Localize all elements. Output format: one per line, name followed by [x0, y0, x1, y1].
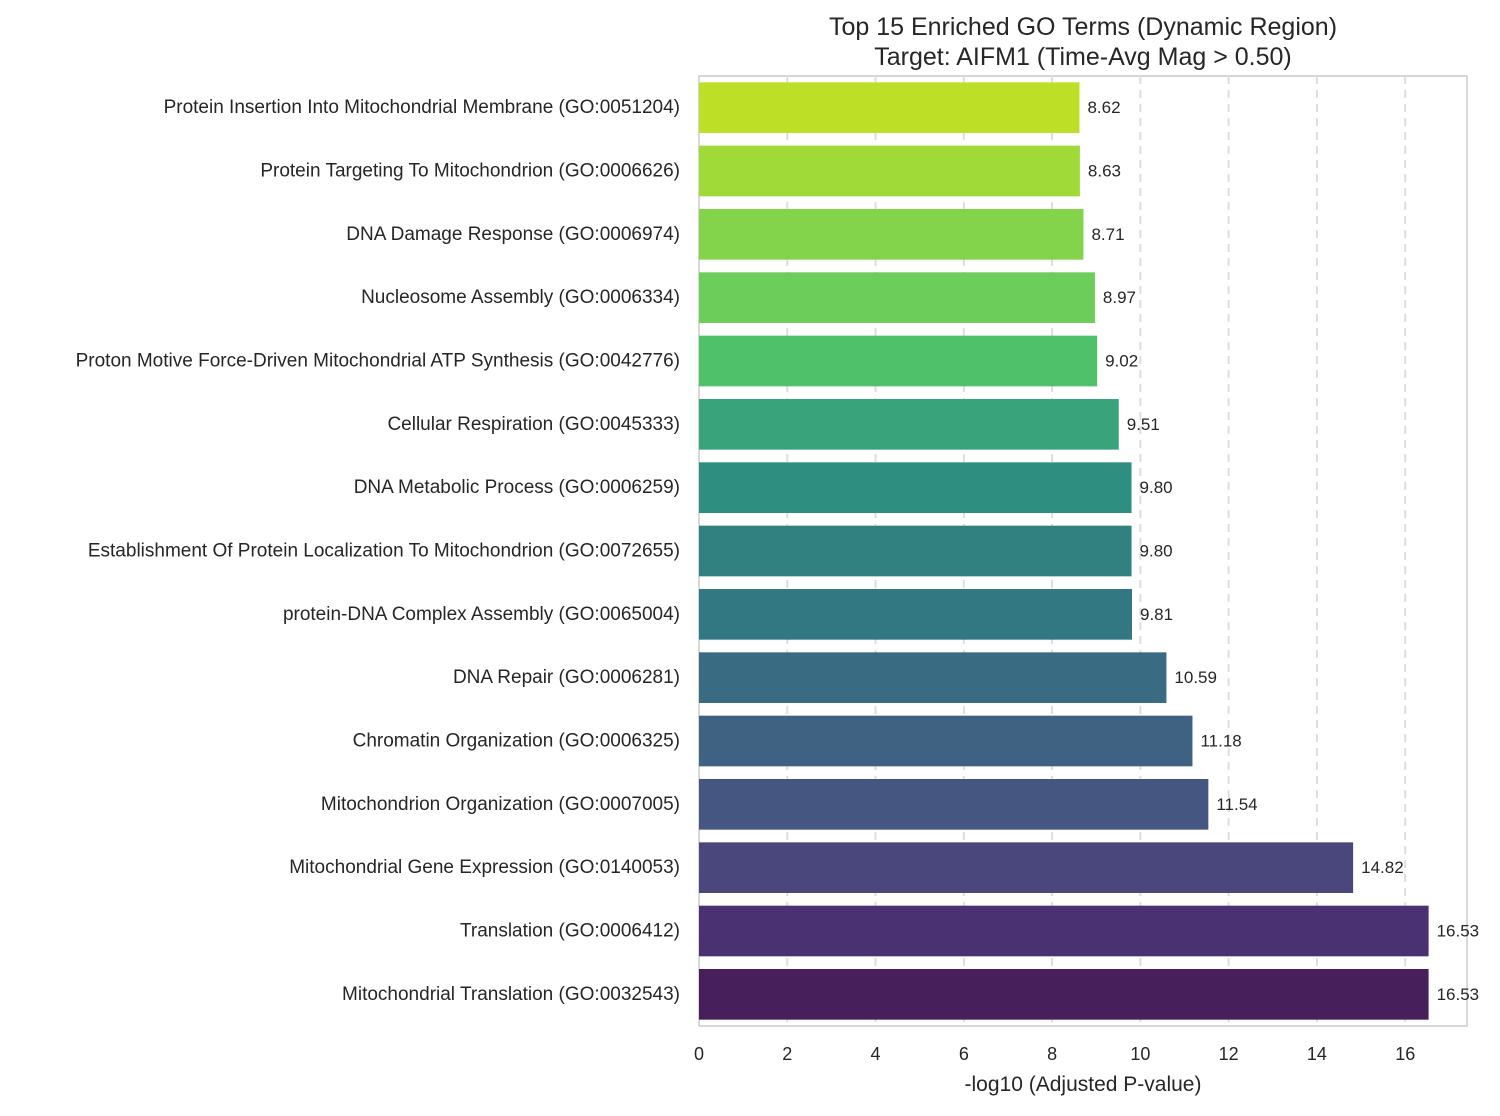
- bar-value-label: 11.54: [1216, 795, 1257, 814]
- x-axis-label: -log10 (Adjusted P-value): [965, 1073, 1202, 1096]
- bar-value-label: 8.63: [1088, 162, 1121, 181]
- bar: [699, 589, 1132, 640]
- bar-value-label: 10.59: [1174, 668, 1217, 687]
- x-tick-label: 6: [959, 1044, 969, 1064]
- bar-value-label: 16.53: [1437, 922, 1480, 941]
- bar-value-label: 11.18: [1200, 732, 1241, 751]
- bar: [699, 779, 1209, 830]
- bar: [699, 842, 1354, 893]
- y-tick-label: Chromatin Organization (GO:0006325): [353, 731, 680, 752]
- bar: [699, 272, 1095, 323]
- bar-value-label: 14.82: [1361, 858, 1404, 877]
- bar-value-label: 9.80: [1140, 542, 1173, 561]
- bar-value-label: 16.53: [1437, 985, 1480, 1004]
- x-tick-label: 2: [782, 1044, 792, 1064]
- bar-value-label: 8.71: [1091, 225, 1124, 244]
- x-axis-tick-labels: 0 2 4 6 8 10 12 14 16: [694, 1044, 1415, 1064]
- bar: [699, 399, 1119, 450]
- bar-value-label: 9.81: [1140, 605, 1173, 624]
- bar: [699, 525, 1132, 577]
- bar: [699, 335, 1098, 387]
- y-tick-label: protein-DNA Complex Assembly (GO:0065004…: [283, 604, 680, 625]
- y-axis-tick-labels: Protein Insertion Into Mitochondrial Mem…: [76, 97, 680, 1005]
- bar-value-label: 9.80: [1140, 478, 1173, 497]
- bar-value-label: 8.97: [1103, 288, 1136, 307]
- y-tick-label: Establishment Of Protein Localization To…: [88, 541, 680, 562]
- bar: [699, 145, 1080, 197]
- bars: [699, 82, 1429, 1020]
- value-labels: 8.62 8.63 8.71 8.97 9.02 9.51 9.80 9.80 9.81 10.5…: [1087, 98, 1479, 1004]
- chart-title: Top 15 Enriched GO Terms (Dynamic Region…: [829, 13, 1337, 71]
- bar: [699, 462, 1132, 513]
- bar-value-label: 9.51: [1127, 415, 1160, 434]
- x-tick-label: 12: [1219, 1044, 1239, 1064]
- x-tick-label: 8: [1047, 1044, 1057, 1064]
- y-tick-label: Mitochondrial Translation (GO:0032543): [342, 984, 680, 1005]
- y-tick-label: Translation (GO:0006412): [460, 921, 680, 942]
- y-tick-label: DNA Repair (GO:0006281): [453, 667, 680, 688]
- bar: [699, 652, 1167, 703]
- x-tick-label: 4: [871, 1044, 881, 1064]
- bar: [699, 82, 1080, 133]
- y-tick-label: Proton Motive Force-Driven Mitochondrial…: [76, 351, 680, 372]
- bar-value-label: 8.62: [1087, 98, 1120, 117]
- y-tick-label: Cellular Respiration (GO:0045333): [387, 414, 680, 435]
- y-tick-label: DNA Metabolic Process (GO:0006259): [354, 477, 680, 498]
- bar: [699, 209, 1084, 260]
- bar: [699, 905, 1429, 957]
- x-tick-label: 14: [1307, 1044, 1327, 1064]
- y-tick-label: Nucleosome Assembly (GO:0006334): [361, 287, 680, 308]
- chart-title-line: Target: AIFM1 (Time-Avg Mag > 0.50): [874, 43, 1292, 71]
- bar: [699, 969, 1429, 1020]
- chart-title-line: Top 15 Enriched GO Terms (Dynamic Region…: [829, 13, 1337, 41]
- x-tick-label: 10: [1130, 1044, 1150, 1064]
- bar-value-label: 9.02: [1105, 352, 1138, 371]
- y-tick-label: Protein Targeting To Mitochondrion (GO:0…: [260, 161, 680, 182]
- x-tick-label: 16: [1395, 1044, 1415, 1064]
- y-tick-label: DNA Damage Response (GO:0006974): [346, 224, 680, 245]
- y-tick-label: Mitochondrion Organization (GO:0007005): [321, 794, 680, 815]
- y-tick-label: Mitochondrial Gene Expression (GO:014005…: [289, 857, 680, 878]
- bar: [699, 715, 1193, 767]
- y-tick-label: Protein Insertion Into Mitochondrial Mem…: [164, 97, 680, 118]
- x-tick-label: 0: [694, 1044, 704, 1064]
